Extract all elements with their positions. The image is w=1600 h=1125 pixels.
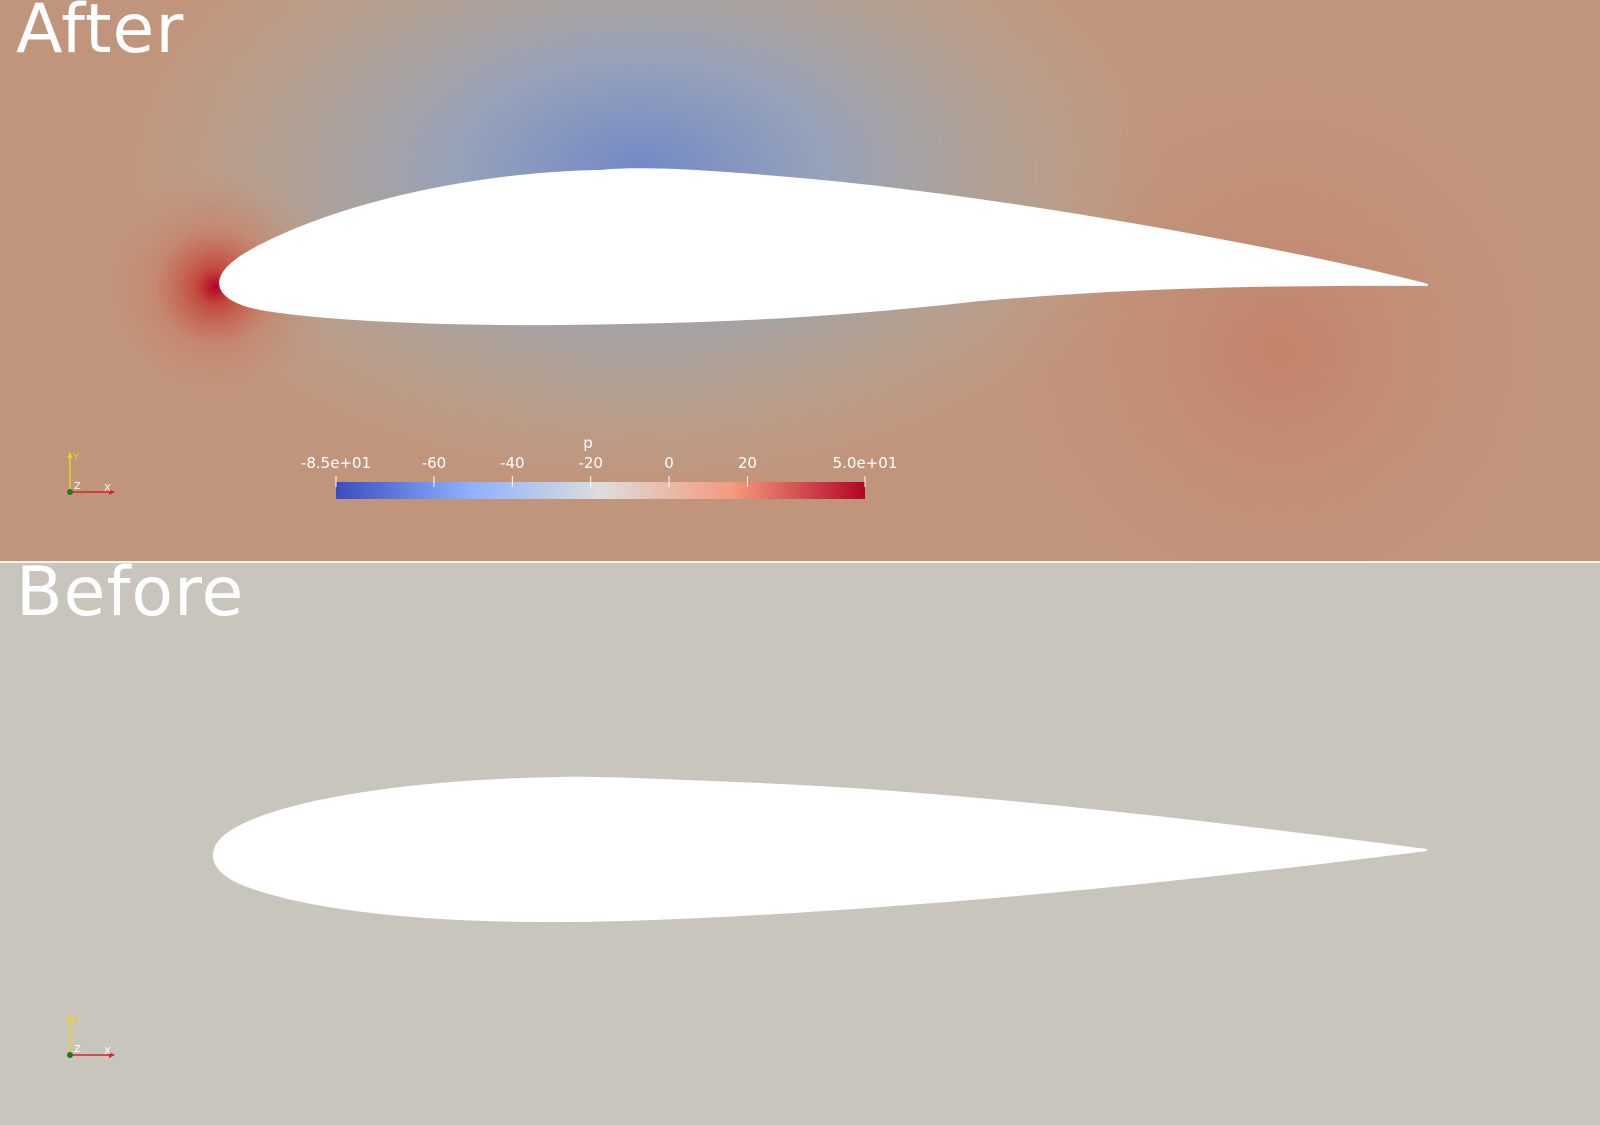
- pressure-field: [0, 0, 1600, 561]
- color-bar-tick-label: 20: [737, 454, 757, 472]
- before-view[interactable]: Before Y X Z: [0, 563, 1600, 1125]
- view-title-after: After: [16, 0, 185, 69]
- z-axis-label: Z: [74, 481, 81, 492]
- color-bar-ticks: [335, 476, 866, 487]
- color-bar-tick-label: -20: [578, 454, 603, 472]
- color-bar: [336, 482, 865, 499]
- z-axis-label: Z: [74, 1044, 81, 1055]
- x-axis-label: X: [104, 1046, 111, 1057]
- z-axis-origin: [67, 1052, 73, 1058]
- y-axis-label: Y: [73, 452, 80, 463]
- y-axis-arrowhead: [67, 452, 73, 458]
- x-axis-label: X: [104, 483, 111, 494]
- color-bar-tick-label: -8.5e+01: [300, 454, 372, 472]
- view-divider: [0, 561, 1600, 563]
- color-bar-tick-label: 5.0e+01: [832, 454, 898, 472]
- view-title-before: Before: [16, 563, 245, 632]
- color-bar-tick-label: -40: [500, 454, 525, 472]
- geometry-view: [67, 776, 1428, 1058]
- orientation-axes-before: [67, 1015, 115, 1058]
- airfoil-before[interactable]: [212, 776, 1428, 923]
- scalar-bar-title: p: [583, 434, 593, 452]
- color-bar-tick-label: 0: [664, 454, 674, 472]
- z-axis-origin: [67, 489, 73, 495]
- y-axis-label: Y: [73, 1015, 80, 1026]
- x-axis-arrowhead: [109, 1052, 115, 1058]
- airfoil-after[interactable]: [219, 168, 1428, 326]
- color-bar-tick-label: -60: [421, 454, 447, 472]
- orientation-axes-after: [67, 452, 115, 495]
- y-axis-arrowhead: [67, 1015, 73, 1021]
- x-axis-arrowhead: [109, 489, 115, 495]
- after-view[interactable]: After p -8.5e+01 -60 -40 -20 0 20 5.0e+01 Y X …: [0, 0, 1600, 561]
